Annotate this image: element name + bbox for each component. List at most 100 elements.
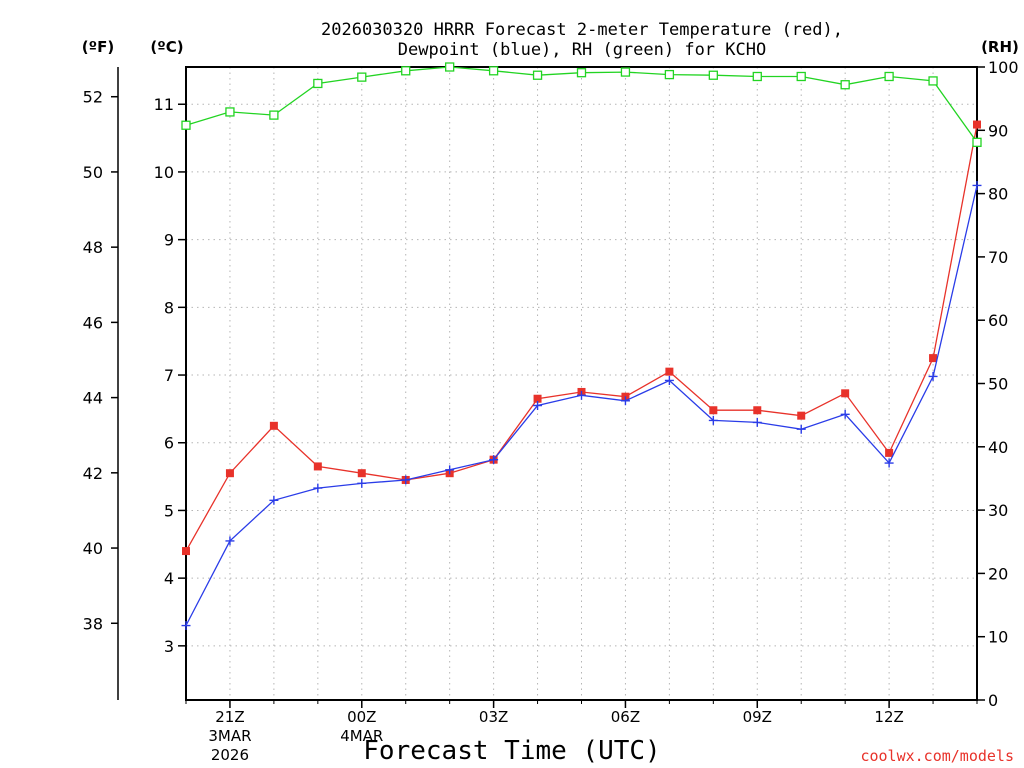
rh-tick-label: 90	[988, 121, 1008, 140]
temperature-point	[885, 448, 894, 457]
rh-point	[576, 68, 587, 78]
dewpoint-point	[664, 375, 674, 385]
rh-point	[840, 80, 850, 90]
dewpoint-point	[708, 415, 718, 425]
rh-tick-label: 40	[988, 438, 1008, 457]
data-series	[181, 62, 982, 631]
temperature-point	[841, 389, 850, 398]
grid-lines	[186, 67, 977, 700]
x-tick-date-label: 4MAR	[340, 727, 383, 745]
temperature-point	[533, 394, 542, 403]
dewpoint-point	[928, 371, 938, 381]
dewpoint-point	[269, 495, 279, 505]
rh-point	[752, 71, 762, 82]
dewpoint-point	[884, 458, 894, 468]
x-axis-title: Forecast Time (UTC)	[363, 736, 660, 766]
temperature-point	[313, 462, 322, 471]
credit-text: coolwx.com/models	[860, 747, 1014, 765]
celsius-tick-label: 9	[164, 231, 174, 250]
rh-point	[972, 137, 982, 147]
dewpoint-point	[533, 401, 543, 411]
celsius-tick-label: 8	[164, 298, 174, 317]
rh-point	[708, 70, 718, 80]
x-tick-label: 00Z	[347, 708, 376, 726]
dewpoint-point	[357, 478, 367, 488]
rh-point	[225, 107, 235, 117]
rh-point	[532, 70, 543, 80]
rh-point	[181, 120, 191, 130]
temperature-point	[269, 421, 278, 430]
x-tick-label: 06Z	[611, 708, 640, 726]
celsius-tick-label: 6	[164, 434, 174, 453]
chart-title-line1: 2026030320 HRRR Forecast 2-meter Tempera…	[321, 20, 843, 40]
fahrenheit-tick-label: 52	[83, 88, 103, 107]
rh-tick-label: 80	[988, 185, 1008, 204]
rh-point	[664, 69, 675, 80]
celsius-tick-label: 5	[164, 501, 174, 520]
x-tick-date-label: 3MAR	[208, 727, 251, 745]
fahrenheit-tick-label: 44	[83, 389, 103, 408]
rh-tick-label: 60	[988, 311, 1008, 330]
fahrenheit-tick-label: 48	[83, 238, 103, 257]
temperature-point	[797, 411, 806, 420]
dewpoint-line	[185, 185, 978, 626]
rh-tick-label: 0	[988, 691, 998, 710]
rh-tick-label: 20	[988, 564, 1008, 583]
dewpoint-point	[489, 455, 499, 465]
dewpoint-point	[181, 621, 191, 631]
rh-point	[620, 67, 631, 77]
temperature-point	[929, 354, 938, 363]
rh-point	[884, 71, 894, 82]
dewpoint-point	[401, 475, 411, 485]
rh-point	[401, 66, 411, 76]
dewpoint-point	[796, 424, 806, 434]
fahrenheit-tick-label: 42	[83, 464, 103, 483]
rh-point	[313, 78, 323, 89]
rh-point	[357, 72, 367, 82]
rh-tick-label: 100	[988, 58, 1019, 77]
dewpoint-point	[840, 409, 850, 419]
fahrenheit-tick-label: 38	[83, 614, 103, 633]
temperature-point	[709, 406, 718, 415]
rh-point	[796, 71, 806, 82]
fahrenheit-tick-label: 40	[83, 539, 103, 558]
axes	[117, 66, 978, 701]
dewpoint-point	[313, 483, 323, 493]
temperature-point	[225, 469, 234, 478]
temperature-point	[753, 406, 762, 415]
rh-tick-label: 10	[988, 628, 1008, 647]
fahrenheit-tick-label: 50	[83, 163, 103, 182]
temperature-point	[665, 367, 674, 376]
dewpoint-point	[752, 417, 762, 427]
x-tick-label: 03Z	[479, 708, 508, 726]
celsius-tick-label: 4	[164, 569, 174, 588]
x-tick-label: 21Z	[215, 708, 244, 726]
rh-point	[269, 110, 279, 120]
rh-point	[928, 76, 938, 86]
celsius-tick-label: 7	[164, 366, 174, 385]
rh-tick-label: 50	[988, 375, 1008, 394]
rh-tick-label: 30	[988, 501, 1008, 520]
rh-unit-label: (RH)	[981, 38, 1019, 56]
rh-tick-label: 70	[988, 248, 1008, 267]
dewpoint-point	[620, 396, 630, 406]
fahrenheit-tick-label: 46	[83, 313, 103, 332]
axis-ticks: 3 4 5 6 7 8 9 10 11 38 40 42 44 46 48 50 52 0 10 20 30 40 50 60…	[83, 58, 1019, 764]
temperature-point	[182, 547, 190, 556]
chart-title-line2: Dewpoint (blue), RH (green) for KCHO	[398, 40, 766, 60]
dewpoint-point	[225, 536, 235, 546]
dewpoint-point	[445, 465, 455, 475]
celsius-unit-label: (ºC)	[150, 38, 183, 56]
temperature-point	[357, 469, 366, 478]
x-tick-label: 12Z	[874, 708, 903, 726]
dewpoint-point	[577, 390, 586, 400]
rh-point	[445, 62, 455, 72]
celsius-tick-label: 3	[164, 637, 174, 656]
celsius-tick-label: 10	[154, 163, 174, 182]
fahrenheit-unit-label: (ºF)	[82, 38, 114, 56]
x-tick-year-label: 2026	[211, 746, 249, 764]
dewpoint-point	[972, 180, 982, 190]
x-tick-label: 09Z	[743, 708, 772, 726]
temperature-point	[973, 120, 981, 129]
